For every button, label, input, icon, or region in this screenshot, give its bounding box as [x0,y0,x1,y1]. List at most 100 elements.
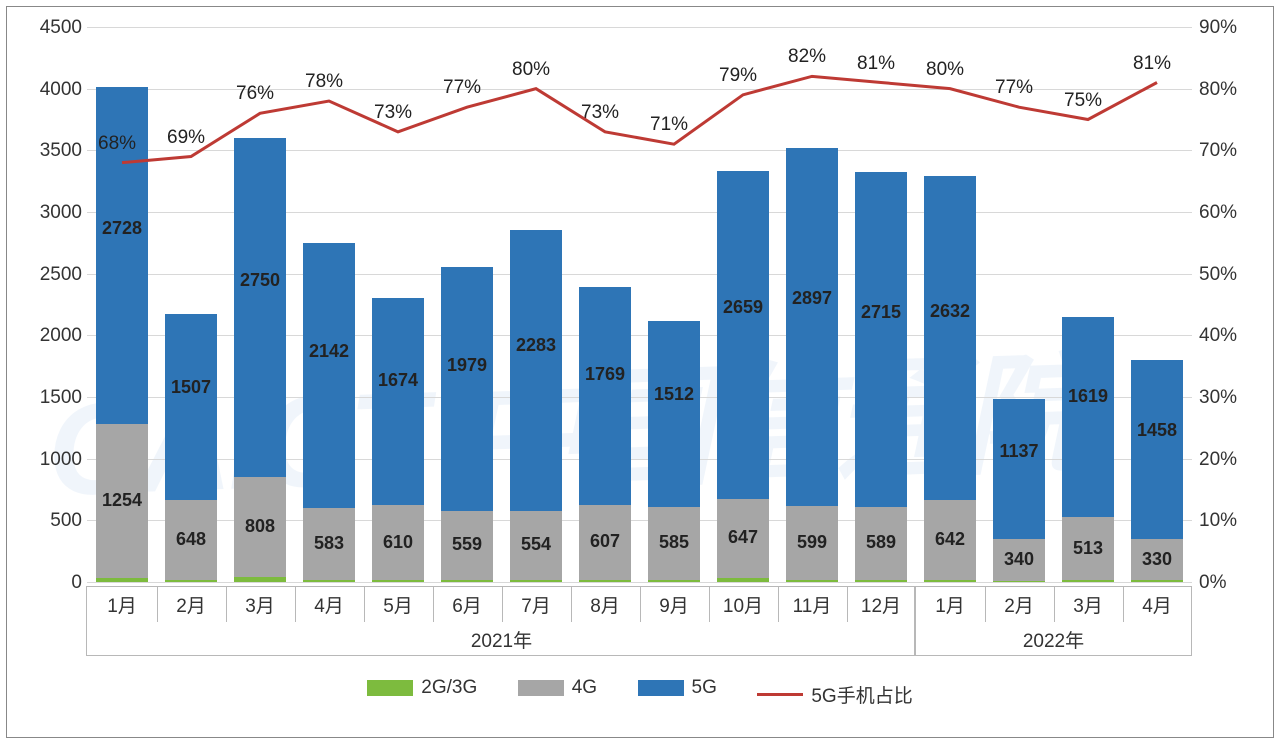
bar-segment-g5 [786,148,838,505]
legend-item-5g: 5G [638,677,717,699]
y-left-tick: 500 [12,510,82,532]
legend-item-4g: 4G [518,677,597,699]
bar-label-5g: 1769 [565,364,645,385]
x-group-sep [778,586,779,622]
legend-label: 5G [692,677,717,699]
legend-swatch-5g [638,680,684,696]
y-right-tick: 90% [1199,17,1269,39]
bar-label-5g: 2715 [841,302,921,323]
pct-label: 82% [788,46,826,68]
bar-segment-g5 [648,321,700,507]
pct-label: 78% [305,71,343,93]
bar-label-5g: 2632 [910,301,990,322]
bar-label-5g: 2142 [289,341,369,362]
bar-label-4g: 330 [1117,549,1197,570]
legend-swatch-4g [518,680,564,696]
bar-segment-g5 [234,138,286,477]
bar-segment-g5 [1062,317,1114,517]
y-left-tick: 0 [12,572,82,594]
legend-item-2g3g: 2G/3G [367,677,477,699]
bar-segment-g2g3 [1062,580,1114,582]
bar-label-4g: 1254 [82,490,162,511]
bar-segment-g2g3 [372,580,424,582]
x-group-label: 2022年 [994,626,1114,653]
bar-segment-g2g3 [993,581,1045,582]
bar-segment-g2g3 [579,580,631,582]
grid-line [87,582,1192,583]
pct-label: 77% [443,77,481,99]
y-right-tick: 60% [1199,202,1269,224]
bar-segment-g5 [855,172,907,507]
bar-segment-g2g3 [786,580,838,582]
bar-label-4g: 513 [1048,538,1128,559]
y-right-tick: 0% [1199,572,1269,594]
y-left-tick: 4000 [12,79,82,101]
y-right-tick: 10% [1199,510,1269,532]
pct-label: 81% [857,53,895,75]
bar-segment-g5 [993,399,1045,539]
bar-label-5g: 2728 [82,218,162,239]
bar-segment-g5 [510,230,562,512]
bar-label-4g: 808 [220,516,300,537]
y-right-tick: 70% [1199,140,1269,162]
legend-item-line: 5G手机占比 [757,681,912,708]
bar-label-4g: 583 [289,533,369,554]
x-group-sep [709,586,710,622]
x-group-sep [502,586,503,622]
bar-label-5g: 2283 [496,335,576,356]
pct-label: 79% [719,65,757,87]
x-axis: 1月2月3月4月5月6月7月8月9月10月11月12月1月2月3月4月2021年… [87,582,1192,667]
x-group-sep [433,586,434,622]
bar-segment-g2g3 [234,577,286,582]
legend: 2G/3G 4G 5G 5G手机占比 [7,677,1273,708]
y-right-tick: 80% [1199,79,1269,101]
x-group-sep [571,586,572,622]
legend-swatch-2g3g [367,680,413,696]
bar-segment-g5 [717,171,769,499]
x-group-sep [640,586,641,622]
bar-label-4g: 554 [496,534,576,555]
pct-label: 81% [1133,53,1171,75]
bar-segment-g2g3 [96,578,148,582]
bar-label-4g: 559 [427,534,507,555]
y-left-tick: 2500 [12,264,82,286]
bar-segment-g5 [303,243,355,507]
bar-label-5g: 1137 [979,441,1059,462]
bar-label-4g: 642 [910,529,990,550]
bar-segment-g2g3 [648,580,700,582]
y-left-tick: 3500 [12,140,82,162]
pct-label: 73% [374,102,412,124]
pct-label: 75% [1064,90,1102,112]
pct-label: 77% [995,77,1033,99]
legend-label: 4G [572,677,597,699]
pct-label: 71% [650,114,688,136]
legend-line-swatch [757,693,803,696]
y-left-tick: 2000 [12,325,82,347]
y-left-tick: 1500 [12,387,82,409]
legend-label: 2G/3G [421,677,477,699]
x-group-sep [157,586,158,622]
bars-container: 1254272868%648150769%808275076%583214278… [87,27,1192,582]
x-group-sep [226,586,227,622]
x-group-sep [985,586,986,622]
y-right-tick: 50% [1199,264,1269,286]
bar-segment-g2g3 [924,580,976,582]
bar-segment-g5 [924,176,976,501]
bar-label-4g: 610 [358,532,438,553]
y-right-tick: 40% [1199,325,1269,347]
bar-segment-g5 [441,267,493,511]
x-group-sep [295,586,296,622]
pct-label: 76% [236,83,274,105]
bar-segment-g2g3 [303,580,355,582]
y-right-tick: 30% [1199,387,1269,409]
legend-label: 5G手机占比 [811,681,912,708]
y-left-tick: 1000 [12,449,82,471]
bar-segment-g5 [165,314,217,500]
x-group-sep [847,586,848,622]
y-left-tick: 4500 [12,17,82,39]
bar-label-4g: 648 [151,529,231,550]
bar-label-4g: 599 [772,532,852,553]
bar-label-5g: 1458 [1117,420,1197,441]
bar-label-5g: 2750 [220,270,300,291]
bar-label-5g: 2659 [703,297,783,318]
